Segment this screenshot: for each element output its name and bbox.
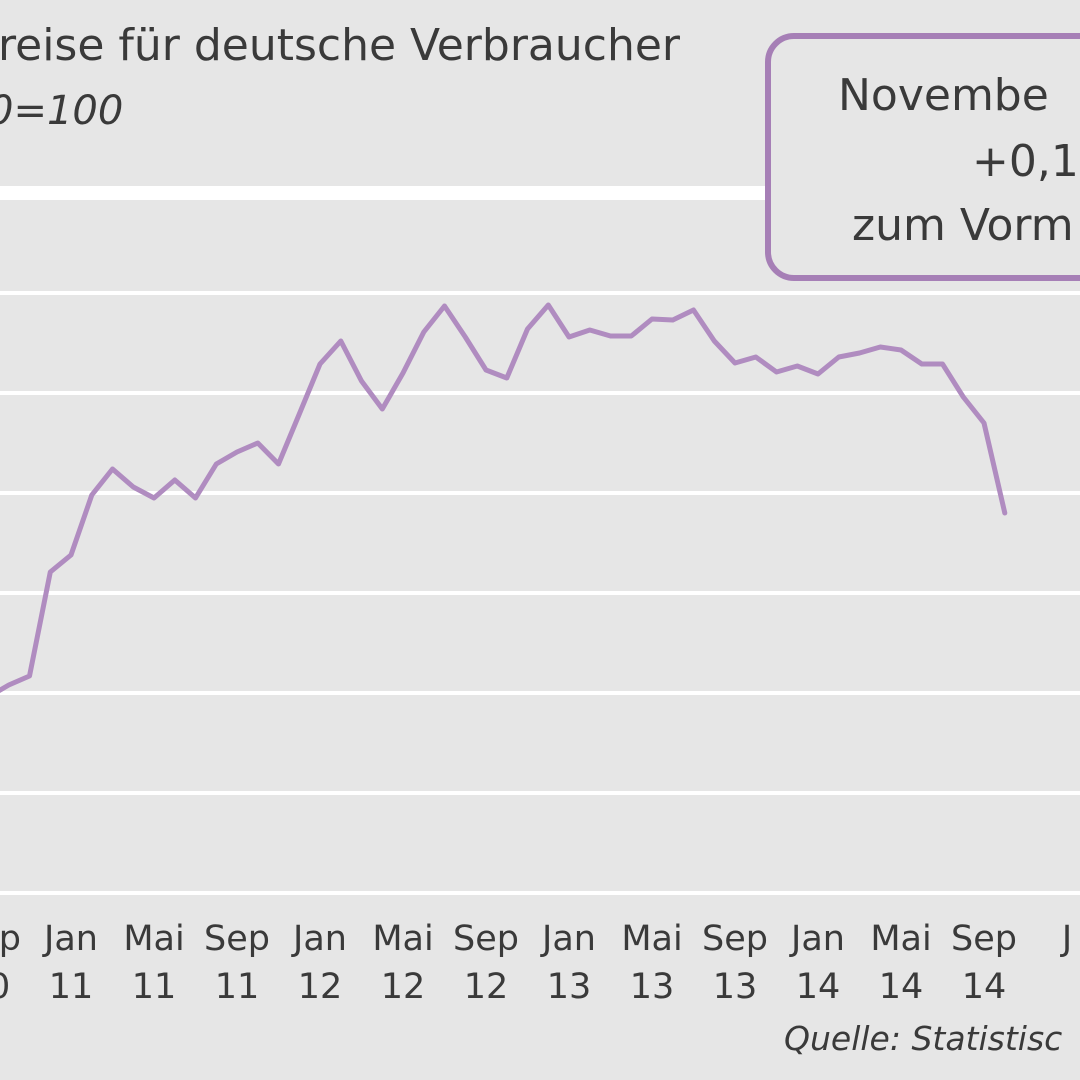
series-line [0, 302, 1008, 693]
x-tick-month: Sep [702, 919, 768, 959]
chart-source: Quelle: Statistisc [784, 1019, 1062, 1058]
x-tick-month: Jan [42, 919, 98, 959]
x-tick-month: Jan [789, 919, 845, 959]
chart-title: reise für deutsche Verbraucher [0, 20, 681, 71]
x-tick-month: Mai [123, 919, 184, 959]
callout-line-2: +0,1% [972, 136, 1080, 187]
x-tick-year: 10 [0, 967, 10, 1007]
x-tick-month: Mai [372, 919, 433, 959]
x-tick-month: Sep [951, 919, 1017, 959]
x-tick-month: J [1060, 919, 1072, 959]
callout-box [765, 33, 1080, 281]
x-tick-year: 12 [298, 967, 343, 1007]
x-tick-year: 14 [962, 967, 1007, 1007]
x-tick-month: Mai [870, 919, 931, 959]
x-tick-year: 13 [713, 967, 758, 1007]
callout-line-1: Novembe [838, 70, 1049, 121]
x-tick-year: 11 [215, 967, 260, 1007]
x-tick-month: Jan [291, 919, 347, 959]
x-tick-month: Sep [453, 919, 519, 959]
x-tick-month: Mai [621, 919, 682, 959]
x-tick-year: 14 [796, 967, 841, 1007]
x-tick-year: 14 [879, 967, 924, 1007]
x-tick-year: 13 [630, 967, 675, 1007]
chart-subtitle: 0=100 [0, 88, 123, 134]
x-tick-year: 12 [464, 967, 509, 1007]
x-tick-month: Sep [204, 919, 270, 959]
x-axis-ticks: Sep 10 Jan 11 Mai 11 Sep 11 Jan 12 Mai 12 Sep 12 Jan 13… [0, 919, 1072, 1007]
x-tick-year: 13 [547, 967, 592, 1007]
x-tick-month: Sep [0, 919, 21, 959]
x-tick-year: 11 [49, 967, 94, 1007]
x-tick-year: 12 [381, 967, 426, 1007]
x-tick-year: 11 [132, 967, 177, 1007]
callout-line-3: zum Vorm [852, 200, 1074, 251]
x-tick-month: Jan [540, 919, 596, 959]
series-group [0, 302, 1008, 693]
annotation-callout: Novembe +0,1% zum Vorm [765, 33, 1080, 281]
